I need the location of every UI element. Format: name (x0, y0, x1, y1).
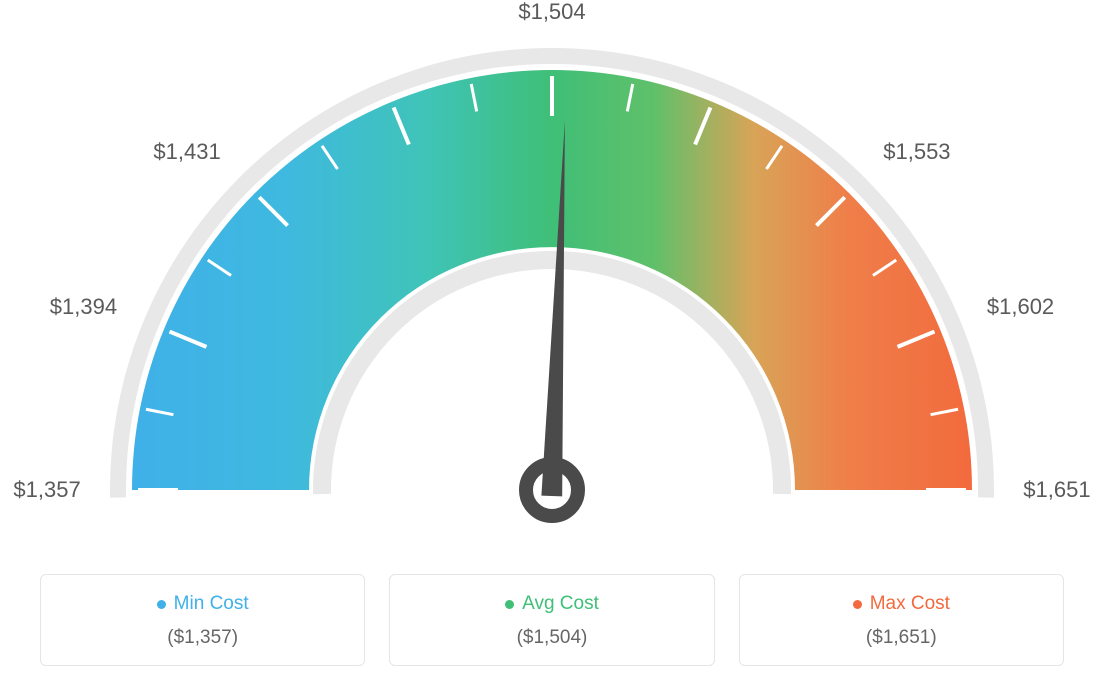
gauge-tick-label: $1,602 (987, 294, 1054, 320)
legend-card-min: Min Cost ($1,357) (40, 574, 365, 666)
gauge-tick-label: $1,431 (153, 139, 220, 165)
gauge-tick-label: $1,553 (883, 139, 950, 165)
legend-row: Min Cost ($1,357) Avg Cost ($1,504) Max … (40, 574, 1064, 666)
gauge-tick-label: $1,651 (1023, 477, 1090, 503)
legend-value-max: ($1,651) (752, 627, 1051, 649)
gauge-chart: $1,357 $1,394 $1,431 $1,504 $1,553 $1,602 $1,6… (0, 0, 1104, 540)
legend-card-avg: Avg Cost ($1,504) (389, 574, 714, 666)
legend-value-avg: ($1,504) (402, 627, 701, 649)
gauge-svg (0, 0, 1104, 540)
legend-title-max: Max Cost (870, 593, 950, 615)
gauge-tick-label: $1,357 (13, 477, 80, 503)
legend-dot-max (853, 600, 862, 609)
legend-title-avg: Avg Cost (522, 593, 599, 615)
gauge-tick-label: $1,394 (50, 294, 117, 320)
legend-title-row: Avg Cost (402, 593, 701, 615)
legend-dot-min (157, 600, 166, 609)
legend-title-row: Max Cost (752, 593, 1051, 615)
legend-value-min: ($1,357) (53, 627, 352, 649)
gauge-tick-label: $1,504 (518, 0, 585, 25)
legend-title-row: Min Cost (53, 593, 352, 615)
legend-title-min: Min Cost (174, 593, 249, 615)
legend-card-max: Max Cost ($1,651) (739, 574, 1064, 666)
cost-gauge-container: $1,357 $1,394 $1,431 $1,504 $1,553 $1,602 $1,6… (0, 0, 1104, 690)
legend-dot-avg (505, 600, 514, 609)
